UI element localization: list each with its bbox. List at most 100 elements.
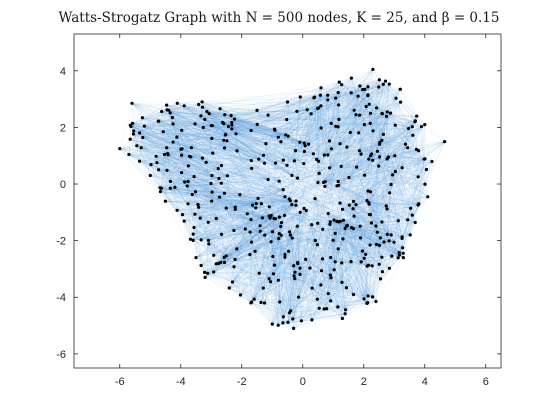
graph-edge: [208, 217, 263, 241]
graph-edge: [226, 216, 280, 257]
graph-edge: [278, 238, 291, 311]
graph-edge: [334, 269, 368, 303]
graph-edge: [289, 274, 331, 313]
graph-edge: [278, 280, 284, 317]
graph-edge: [328, 282, 343, 294]
graph-edge: [211, 138, 332, 278]
graph-edge: [258, 231, 290, 274]
graph-edge: [338, 248, 382, 258]
graph-edge: [337, 248, 343, 283]
graph-edge: [234, 259, 274, 275]
graph-edge: [211, 200, 419, 204]
graph-edge: [328, 277, 332, 294]
graph-edge: [321, 269, 335, 271]
graph-edge: [338, 248, 392, 257]
graph-edge: [314, 198, 354, 229]
graph-edge: [204, 218, 276, 278]
graph-edge: [330, 258, 365, 279]
graph-edge: [264, 273, 274, 304]
graph-edge: [251, 301, 279, 326]
graph-edge: [229, 205, 253, 289]
graph-edge: [208, 196, 286, 245]
graph-edge: [272, 218, 276, 257]
graph-edge: [184, 194, 241, 222]
graph-edge: [130, 126, 301, 269]
graph-edge: [259, 273, 291, 312]
graph-edge: [329, 224, 354, 295]
graph-edge: [305, 259, 329, 294]
graph-edge: [311, 313, 346, 321]
graph-edge: [290, 82, 340, 201]
graph-edge: [294, 278, 318, 300]
graph-edge: [192, 234, 205, 273]
graph-edge: [270, 208, 305, 282]
graph-edge: [382, 236, 403, 272]
graph-edge: [343, 220, 368, 303]
graph-edge: [344, 228, 347, 288]
graph-edge: [327, 213, 354, 295]
graph-edge: [297, 263, 346, 310]
graph-edge: [317, 298, 368, 303]
graph-edge: [234, 205, 297, 260]
graph-edge: [301, 262, 342, 321]
graph-edge: [330, 221, 381, 280]
graph-edge: [343, 220, 383, 272]
graph-edge: [334, 258, 365, 270]
graph-edge: [297, 262, 313, 320]
graph-edge: [290, 234, 347, 288]
graph-edge: [216, 200, 291, 264]
graph-edge: [344, 298, 365, 314]
graph-edge: [257, 110, 355, 199]
graph-edge: [299, 274, 318, 300]
graph-edge: [197, 204, 271, 219]
graph-edge: [260, 235, 282, 303]
graph-edge: [250, 219, 265, 236]
graph-edge: [194, 214, 202, 266]
graph-edge: [311, 275, 331, 320]
graph-edge: [282, 322, 294, 329]
graph-edge: [207, 196, 220, 223]
graph-edge: [192, 194, 214, 256]
graph-edge: [269, 206, 276, 219]
graph-edge: [287, 223, 318, 323]
graph-edge: [254, 204, 293, 252]
graph-edge: [229, 126, 422, 289]
graph-edge: [289, 231, 291, 311]
graph-edge: [229, 234, 291, 289]
graph-edge: [193, 194, 241, 235]
graph-edge: [309, 240, 334, 269]
graph-edge: [317, 294, 354, 300]
graph-edge: [208, 216, 280, 245]
graph-edge: [367, 257, 399, 297]
graph-edge: [195, 207, 227, 258]
graph-edge: [165, 201, 197, 258]
graph-edge: [283, 269, 335, 317]
graph-edge: [264, 225, 298, 236]
graph-edge: [187, 203, 404, 258]
graph-edge: [314, 198, 380, 246]
graph-edge: [303, 208, 311, 269]
graph-edge: [339, 143, 380, 265]
graph-edge: [269, 206, 327, 309]
graph-edge: [232, 216, 280, 283]
graph-edge: [278, 279, 321, 286]
graph-edge: [261, 203, 276, 219]
graph-edge: [224, 228, 246, 263]
graph-edge: [360, 222, 372, 239]
graph-edge: [364, 89, 380, 265]
graph-edge: [208, 240, 225, 258]
graph-edge: [200, 215, 270, 219]
graph-edge: [182, 206, 199, 215]
graph-edge: [309, 267, 369, 297]
graph-edge: [272, 256, 284, 323]
graph-edge: [251, 231, 273, 243]
graph-edge: [233, 217, 271, 231]
graph-edge: [333, 219, 371, 246]
graph-edge: [216, 218, 227, 256]
graph-edge: [333, 238, 344, 270]
graph-edge: [284, 257, 290, 313]
graph-edge: [187, 203, 199, 208]
graph-edge: [155, 156, 252, 304]
graph-edge: [240, 215, 272, 296]
graph-edge: [338, 221, 371, 246]
